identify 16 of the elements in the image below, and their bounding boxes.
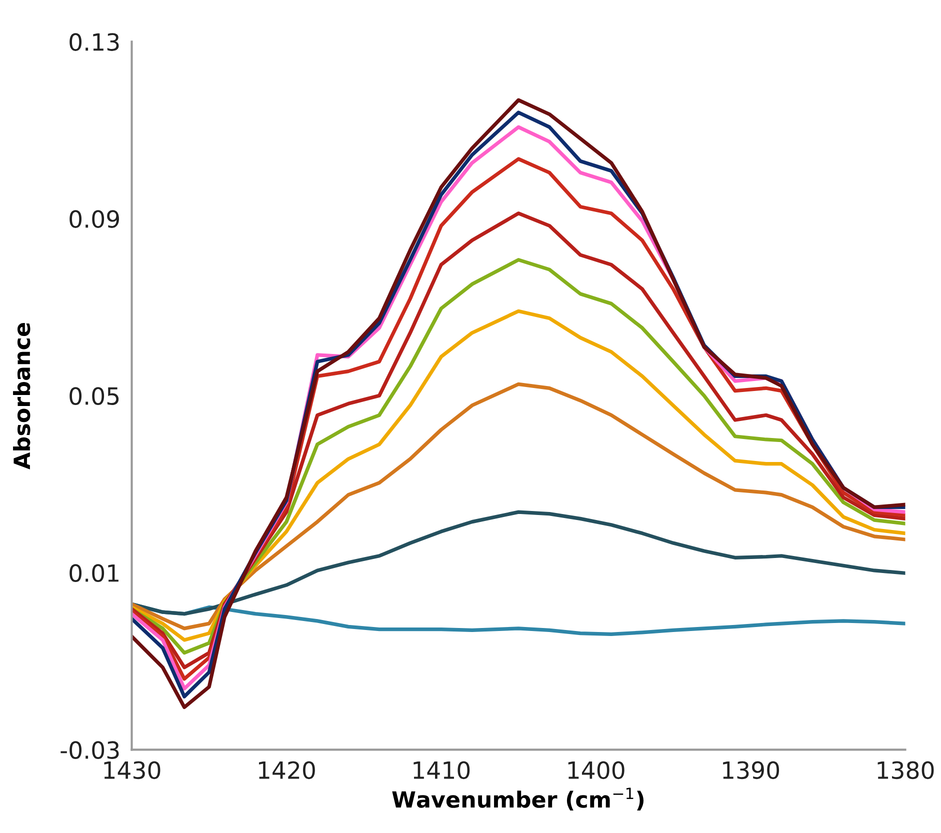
line-series (132, 309, 906, 642)
x-tick-label: 1400 (568, 761, 624, 780)
y-tick-label: -0.03 (60, 741, 119, 760)
x-tick-label: 1410 (414, 761, 470, 780)
y-tick-label: 0.01 (70, 564, 118, 582)
x-tick-label: 1380 (878, 761, 934, 780)
x-tick-label: 1420 (258, 761, 315, 780)
y-tick-label: 0.09 (70, 210, 119, 228)
line-series (132, 382, 906, 630)
y-axis-title: Absorbance (13, 322, 30, 470)
x-tick-label: 1430 (104, 761, 160, 780)
x-axis-title: Wavenumber (cm$^{−1}$) (392, 788, 644, 810)
y-tick-label: 0.05 (70, 387, 119, 405)
y-tick-label: 0.13 (70, 33, 119, 51)
line-series (132, 510, 906, 616)
x-tick-label: 1390 (723, 761, 780, 780)
